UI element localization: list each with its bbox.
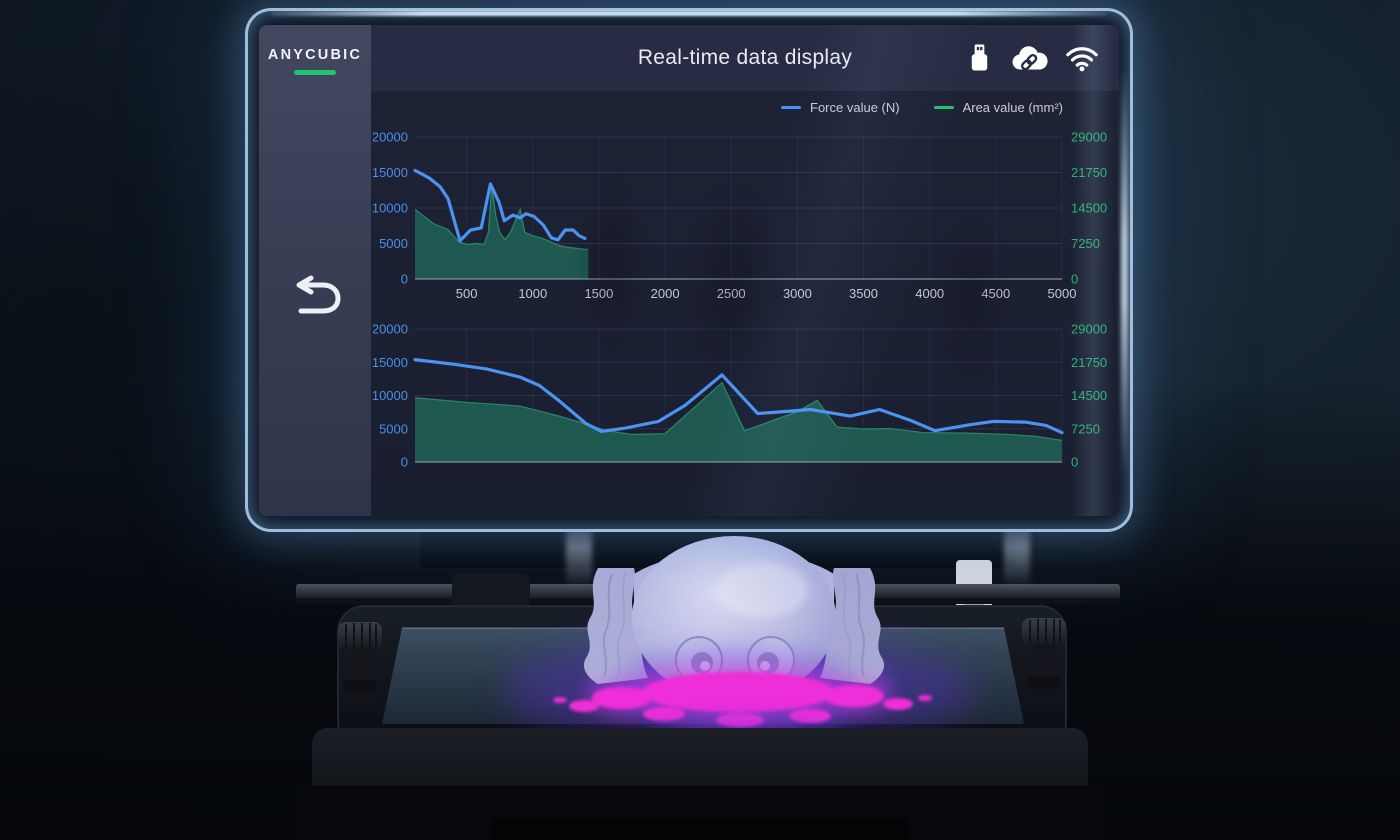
svg-text:14500: 14500 xyxy=(1071,388,1107,403)
touchscreen-frame: ANYCUBIC Real-time data display xyxy=(245,8,1133,532)
svg-text:0: 0 xyxy=(1071,272,1078,287)
vat-knob-left xyxy=(338,622,382,694)
svg-text:15000: 15000 xyxy=(373,355,408,370)
legend-dash-0 xyxy=(781,105,801,110)
back-icon xyxy=(296,275,341,314)
legend-dash-1 xyxy=(933,105,954,110)
legend-item-force[interactable]: Force value (N) xyxy=(781,100,900,115)
main-panel: Real-time data display xyxy=(371,25,1119,516)
svg-text:14500: 14500 xyxy=(1071,201,1107,216)
chart-top: 0 5000 10000 15000 20000 0 7250 14500 21750 29000… xyxy=(372,129,1118,340)
wifi-icon xyxy=(1066,46,1098,71)
printer-base xyxy=(296,728,1104,840)
svg-text:2500: 2500 xyxy=(717,286,746,301)
header: Real-time data display xyxy=(371,25,1119,91)
printer-illustration xyxy=(296,504,1120,840)
cloud-link-icon xyxy=(1012,45,1048,70)
brand-name: ANYCUBIC xyxy=(267,47,363,63)
charts-panel: Force value (N) Area value (mm²) 0 5000 10… xyxy=(371,91,1119,516)
chart-legend: Force value (N) Area value (mm²) xyxy=(781,100,1063,115)
svg-text:21750: 21750 xyxy=(1071,165,1107,180)
svg-text:1500: 1500 xyxy=(584,286,613,301)
vat-knob-right xyxy=(1022,618,1066,690)
svg-text:500: 500 xyxy=(456,286,478,301)
sidebar: ANYCUBIC xyxy=(259,25,371,516)
svg-text:0: 0 xyxy=(1071,455,1078,470)
svg-text:4500: 4500 xyxy=(981,286,1010,301)
svg-text:10000: 10000 xyxy=(373,201,408,216)
svg-text:3500: 3500 xyxy=(849,286,878,301)
svg-text:20000: 20000 xyxy=(373,323,408,337)
brand-underline xyxy=(294,70,336,75)
svg-text:0: 0 xyxy=(401,272,408,287)
svg-text:29000: 29000 xyxy=(1071,130,1107,145)
legend-item-area[interactable]: Area value (mm²) xyxy=(933,100,1063,115)
svg-text:21750: 21750 xyxy=(1071,355,1107,370)
svg-text:2000: 2000 xyxy=(651,286,680,301)
usb-icon xyxy=(971,44,988,71)
svg-text:5000: 5000 xyxy=(379,236,408,251)
touchscreen: ANYCUBIC Real-time data display xyxy=(259,25,1119,516)
svg-text:7250: 7250 xyxy=(1071,421,1100,436)
legend-label: Area value (mm²) xyxy=(962,100,1063,115)
svg-text:29000: 29000 xyxy=(1071,323,1107,337)
svg-text:0: 0 xyxy=(401,455,408,470)
page-title: Real-time data display xyxy=(637,46,853,69)
svg-text:5000: 5000 xyxy=(379,421,408,436)
svg-text:15000: 15000 xyxy=(373,165,408,180)
svg-text:3000: 3000 xyxy=(783,286,812,301)
svg-text:4000: 4000 xyxy=(915,286,944,301)
svg-text:20000: 20000 xyxy=(373,130,408,145)
svg-text:1000: 1000 xyxy=(518,286,547,301)
status-icons xyxy=(966,42,1099,75)
chart-bottom: 0 5000 10000 15000 20000 0 7250 14500 21750 29000 xyxy=(372,322,1118,498)
legend-label: Force value (N) xyxy=(810,100,900,115)
back-button[interactable] xyxy=(287,275,343,321)
brand-logo: ANYCUBIC xyxy=(259,47,371,75)
svg-text:5000: 5000 xyxy=(1048,286,1077,301)
svg-text:7250: 7250 xyxy=(1071,236,1100,251)
svg-text:10000: 10000 xyxy=(373,388,408,403)
